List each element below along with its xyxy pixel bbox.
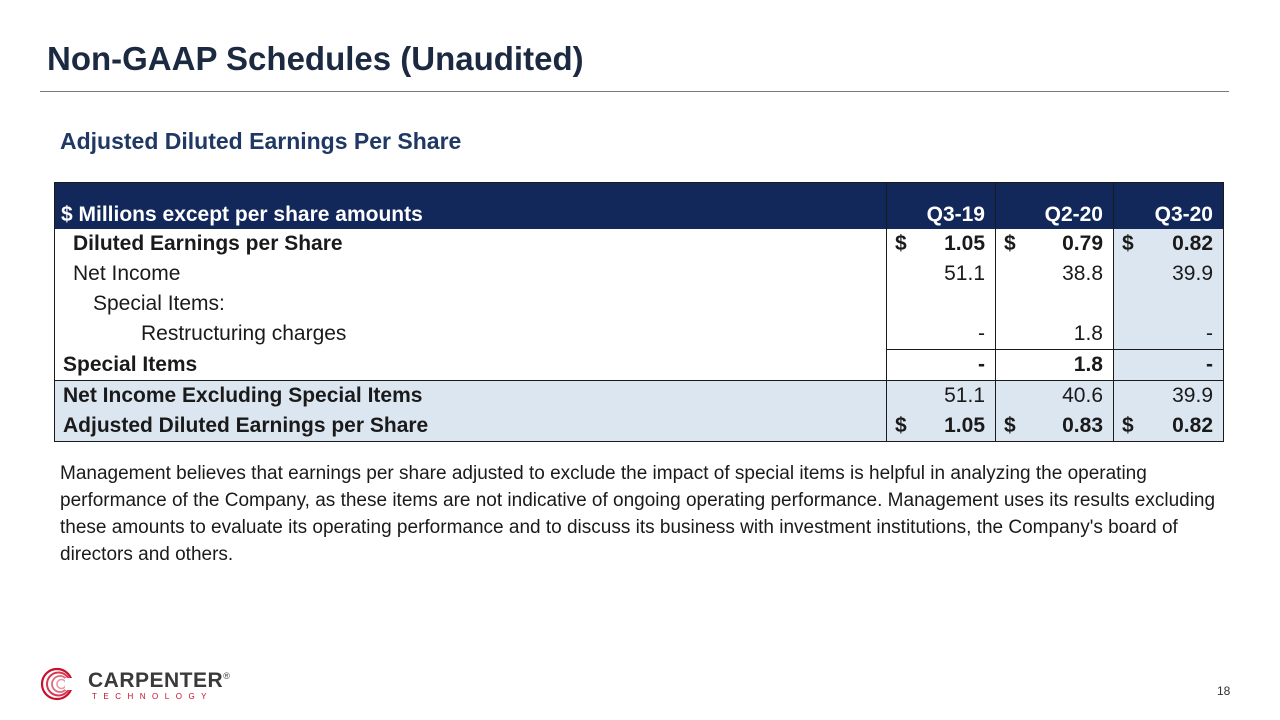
- table-cell: 1.8: [995, 349, 1114, 381]
- logo-wordmark: CARPENTER®: [88, 669, 231, 692]
- currency-symbol: $: [895, 232, 907, 255]
- table-row-special-items-heading: Special Items:: [55, 289, 1224, 319]
- table-cell: 39.9: [1113, 380, 1224, 411]
- header-label: $ Millions except per share amounts: [54, 182, 887, 229]
- section-heading: Adjusted Diluted Earnings Per Share: [60, 128, 462, 154]
- management-note: Management believes that earnings per sh…: [60, 463, 1216, 565]
- cell-value: 0.79: [1062, 232, 1103, 255]
- table-row-diluted-eps: Diluted Earnings per Share $1.05 $0.79 $…: [55, 229, 1224, 259]
- table-header-row: $ Millions except per share amounts Q3-1…: [54, 182, 1224, 229]
- adjusted-eps-table: $ Millions except per share amounts Q3-1…: [54, 182, 1224, 442]
- table-cell: 40.6: [995, 380, 1114, 411]
- table-cell: $0.79: [995, 229, 1114, 259]
- table-cell: [1113, 289, 1224, 319]
- table-cell: $1.05: [886, 411, 996, 442]
- cell-value: 1.05: [944, 414, 985, 437]
- trademark-symbol: ®: [223, 671, 231, 681]
- table-cell: $0.83: [995, 411, 1114, 442]
- table-cell: 39.9: [1113, 259, 1224, 289]
- row-label: Diluted Earnings per Share: [73, 232, 343, 255]
- row-label: Net Income Excluding Special Items: [54, 380, 887, 411]
- row-label: Special Items: [63, 352, 198, 376]
- currency-symbol: $: [1122, 414, 1134, 437]
- table-cell: 1.8: [995, 319, 1114, 350]
- cell-value: 0.82: [1172, 414, 1213, 437]
- column-header-q2-20: Q2-20: [995, 182, 1114, 229]
- table-cell: $0.82: [1113, 229, 1224, 259]
- table-cell: 51.1: [886, 259, 996, 289]
- column-header-q3-20: Q3-20: [1113, 182, 1224, 229]
- table-row-net-income: Net Income 51.1 38.8 39.9: [55, 259, 1224, 289]
- table-cell: $0.82: [1113, 411, 1224, 442]
- column-header-q3-19: Q3-19: [886, 182, 996, 229]
- currency-symbol: $: [1004, 232, 1016, 255]
- table-row-special-items-total: Special Items - 1.8 -: [55, 349, 1224, 381]
- row-label: Net Income: [73, 262, 181, 285]
- row-label: Special Items:: [93, 292, 225, 315]
- table-cell: 38.8: [995, 259, 1114, 289]
- cell-value: 0.82: [1172, 232, 1213, 255]
- row-label: Adjusted Diluted Earnings per Share: [54, 411, 887, 442]
- table-row-restructuring: Restructuring charges - 1.8 -: [55, 319, 1224, 350]
- cell-value: 1.05: [944, 232, 985, 255]
- currency-symbol: $: [1122, 232, 1134, 255]
- cell-value: 0.83: [1062, 414, 1103, 437]
- table-cell: -: [1113, 319, 1224, 350]
- table-row-adjusted-eps: Adjusted Diluted Earnings per Share $1.0…: [54, 411, 1224, 442]
- table-row-net-income-excl: Net Income Excluding Special Items 51.1 …: [54, 380, 1224, 411]
- table-cell: -: [886, 319, 996, 350]
- table-cell: -: [886, 349, 996, 381]
- table-cell: [886, 289, 996, 319]
- table-cell: $1.05: [886, 229, 996, 259]
- row-label: Restructuring charges: [141, 322, 347, 346]
- carpenter-swirl-logo-icon: [40, 667, 79, 701]
- logo-subline: TECHNOLOGY: [92, 692, 214, 701]
- currency-symbol: $: [1004, 414, 1016, 437]
- slide-title: Non-GAAP Schedules (Unaudited): [47, 40, 584, 77]
- currency-symbol: $: [895, 414, 907, 437]
- carpenter-logo: CARPENTER® TECHNOLOGY: [40, 664, 240, 704]
- table-cell: [995, 289, 1114, 319]
- page-number: 18: [1217, 684, 1231, 698]
- table-cell: 51.1: [886, 380, 996, 411]
- title-divider: [40, 91, 1229, 92]
- table-cell: -: [1113, 349, 1224, 381]
